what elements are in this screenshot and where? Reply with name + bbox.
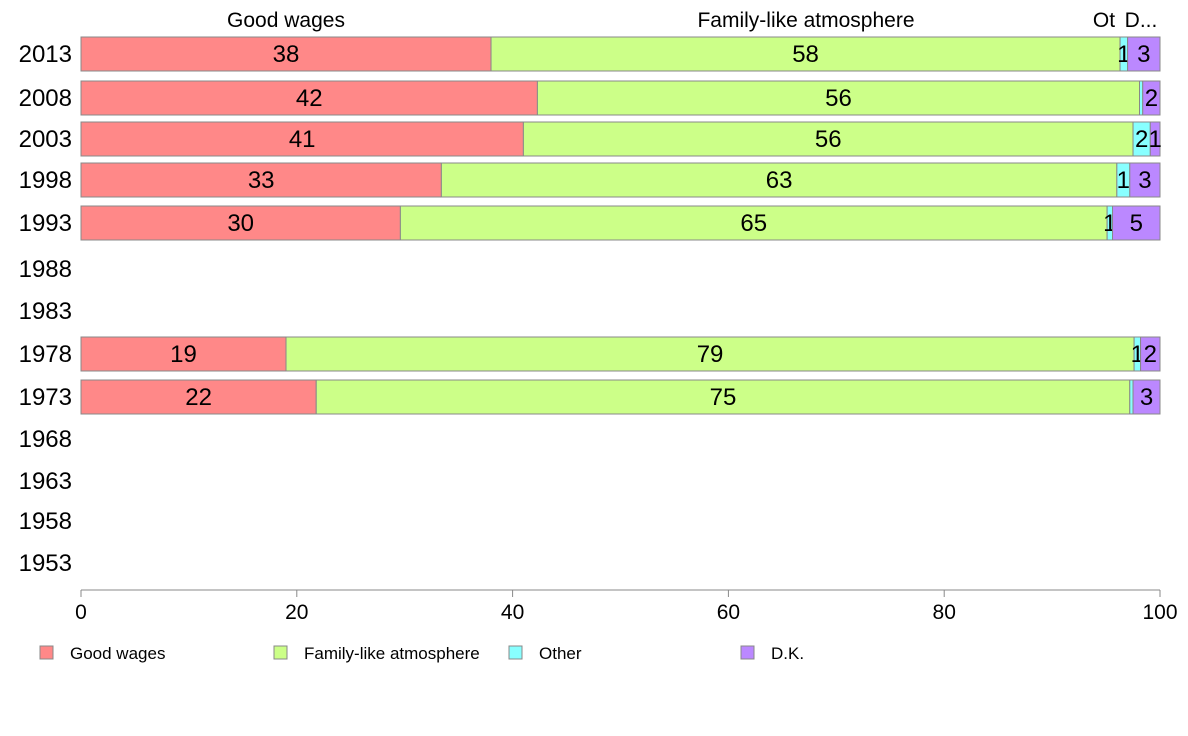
top-label-3: D... [1125,9,1158,32]
y-tick-1993: 1993 [19,210,72,237]
bar-label-2008-0: 42 [296,85,323,112]
x-tick-label-20: 20 [285,601,308,624]
bar-label-2013-0: 38 [273,41,300,68]
bar-2008-1 [536,80,1140,116]
bar-label-1973-0: 22 [185,384,212,411]
bar-1978-3 [1140,336,1161,372]
top-label-2: Ot [1093,9,1115,32]
y-tick-1953: 1953 [19,550,72,577]
bar-1998-0 [80,162,442,198]
bar-label-1993-1: 65 [740,210,767,237]
bar-label-2013-3: 3 [1137,41,1150,68]
y-tick-1973: 1973 [19,384,72,411]
legend-label-0: Good wages [70,644,165,663]
bar-label-1973-3: 3 [1140,384,1153,411]
bar-1973-1 [315,379,1131,415]
bars: 38 58 1 342 56 241 56 2 133 63 1 330 65 1 519 79 1 222 75 3 [80,36,1162,415]
bar-2003-3 [1149,121,1161,157]
y-tick-2003: 2003 [19,126,72,153]
legend-label-1: Family-like atmosphere [304,644,480,663]
legend: Good wages Family-like atmosphere Other D.K… [39,644,804,663]
legend-swatch-2 [508,645,523,660]
bar-label-1993-3: 5 [1130,210,1143,237]
legend-swatch-0 [39,645,54,660]
x-tick-label-60: 60 [717,601,740,624]
bar-label-1978-0: 19 [170,341,197,368]
bar-label-1993-0: 30 [227,210,254,237]
bar-2013-1 [490,36,1121,72]
y-tick-2008: 2008 [19,85,72,112]
bar-1993-0 [80,205,401,241]
bar-label-2003-3: 1 [1148,126,1161,153]
bar-2013-0 [80,36,492,72]
top-series-labels: Good wages Family-like atmosphere Ot D... [227,9,1157,32]
legend-label-2: Other [539,644,582,663]
y-tick-1978: 1978 [19,341,72,368]
x-tick-label-0: 0 [75,601,87,624]
y-tick-2013: 2013 [19,41,72,68]
bar-label-1998-0: 33 [248,167,275,194]
y-tick-1988: 1988 [19,256,72,283]
y-axis-tick-labels: 2013 2008 2003 1998 1993 1988 1983 1978 1973 1968… [19,41,72,577]
x-tick-label-100: 100 [1142,601,1177,624]
bar-2003-0 [80,121,524,157]
bar-1998-1 [440,162,1118,198]
bar-label-2003-2: 2 [1135,126,1148,153]
y-tick-1983: 1983 [19,298,72,325]
legend-label-3: D.K. [771,644,804,663]
bar-1993-3 [1112,205,1161,241]
bar-2008-0 [80,80,538,116]
bar-label-1998-2: 1 [1117,167,1130,194]
legend-swatch-1 [273,645,288,660]
bar-1973-0 [80,379,317,415]
bar-label-1998-3: 3 [1138,167,1151,194]
y-tick-1968: 1968 [19,426,72,453]
bar-label-2003-0: 41 [289,126,316,153]
bar-1978-1 [285,336,1135,372]
bar-label-1973-1: 75 [710,384,737,411]
x-tick-label-40: 40 [501,601,524,624]
bar-1973-3 [1132,379,1161,415]
x-axis: 0 20 40 60 80 100 [75,589,1178,624]
bar-2003-1 [522,121,1134,157]
top-label-1: Family-like atmosphere [697,9,914,32]
bar-1978-0 [80,336,287,372]
bar-label-2008-3: 2 [1145,85,1158,112]
y-tick-1963: 1963 [19,468,72,495]
x-tick-label-80: 80 [933,601,956,624]
bar-2013-3 [1127,36,1161,72]
y-tick-1998: 1998 [19,167,72,194]
bar-label-1998-1: 63 [766,167,793,194]
bar-2008-3 [1142,80,1161,116]
y-tick-1958: 1958 [19,508,72,535]
bar-label-1978-1: 79 [697,341,724,368]
bar-label-2008-1: 56 [825,85,852,112]
bar-label-2003-1: 56 [815,126,842,153]
bar-1993-1 [399,205,1108,241]
bar-label-1978-3: 2 [1144,341,1157,368]
bar-label-2013-1: 58 [792,41,819,68]
legend-swatch-3 [740,645,755,660]
top-label-0: Good wages [227,9,345,32]
bar-1998-3 [1129,162,1161,198]
